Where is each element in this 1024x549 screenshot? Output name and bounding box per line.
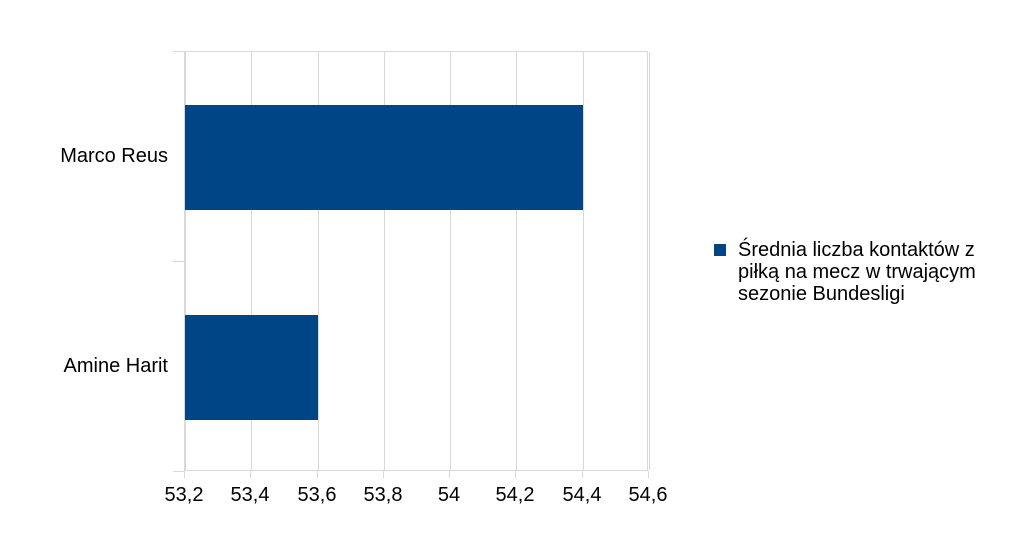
- bar: [185, 315, 318, 420]
- x-axis-tick: [184, 471, 185, 478]
- category-label: Amine Harit: [63, 355, 168, 377]
- category-label: Marco Reus: [60, 145, 168, 167]
- legend: Średnia liczba kontaktów z piłką na mecz …: [714, 239, 976, 305]
- x-axis-tick-label: 54: [437, 484, 461, 506]
- x-axis-tick-label: 54,4: [562, 484, 602, 506]
- x-axis-tick-label: 53,8: [363, 484, 403, 506]
- v-gridline: [516, 52, 517, 470]
- y-axis-tick: [173, 261, 184, 262]
- x-axis-tick: [648, 471, 649, 478]
- v-gridline: [649, 52, 650, 470]
- x-axis-tick: [383, 471, 384, 478]
- x-axis-tick: [250, 471, 251, 478]
- x-axis-tick-label: 53,4: [230, 484, 270, 506]
- x-axis-tick-label: 53,2: [164, 484, 204, 506]
- x-axis-tick: [317, 471, 318, 478]
- plot-area: [184, 51, 650, 471]
- x-axis-tick-label: 54,2: [495, 484, 535, 506]
- y-axis-tick: [173, 51, 184, 52]
- legend-label: Średnia liczba kontaktów z piłką na mecz …: [738, 239, 976, 305]
- legend-series-marker-icon: [714, 244, 726, 256]
- x-axis-tick: [515, 471, 516, 478]
- x-axis-tick: [449, 471, 450, 478]
- v-gridline: [450, 52, 451, 470]
- v-gridline: [185, 52, 186, 470]
- x-axis-tick: [582, 471, 583, 478]
- y-axis-tick: [173, 471, 184, 472]
- v-gridline: [384, 52, 385, 470]
- legend-label-line: Średnia liczba kontaktów z: [738, 239, 975, 261]
- x-axis-tick-label: 54,6: [628, 484, 668, 506]
- legend-label-line: sezonie Bundesligi: [738, 283, 905, 305]
- legend-label-line: piłką na mecz w trwającym: [738, 261, 976, 283]
- v-gridline: [318, 52, 319, 470]
- x-axis-tick-label: 53,6: [297, 484, 337, 506]
- v-gridline: [251, 52, 252, 470]
- v-gridline: [583, 52, 584, 470]
- bar: [185, 105, 583, 210]
